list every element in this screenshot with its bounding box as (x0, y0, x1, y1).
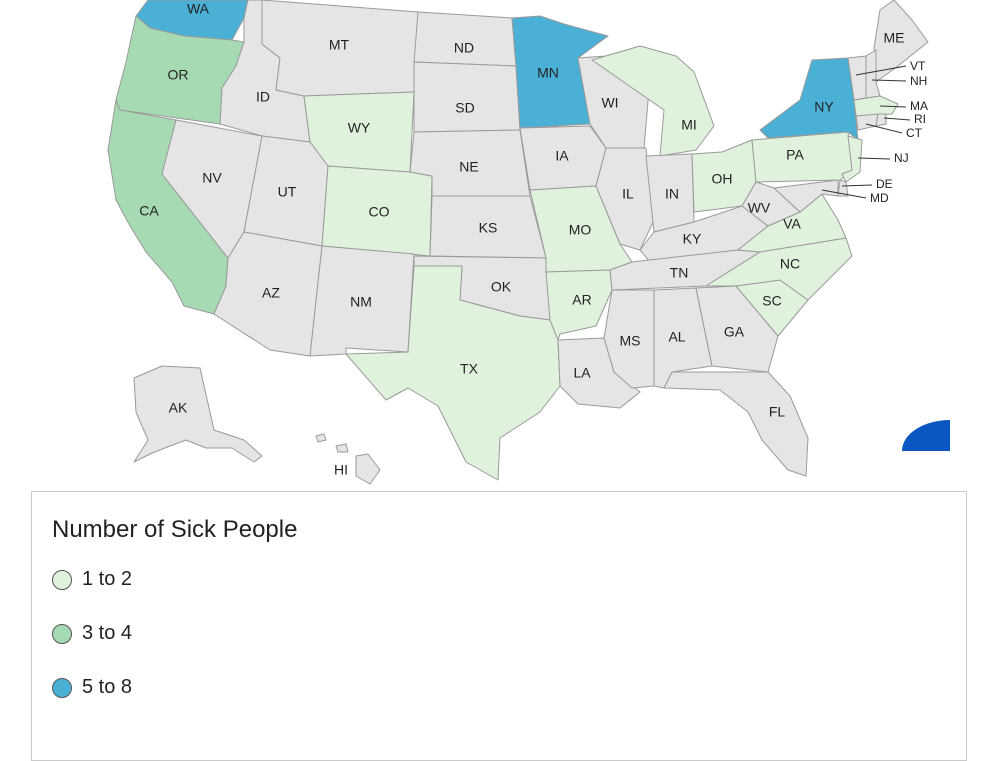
label-ct: CT (906, 126, 923, 140)
label-mn: MN (537, 65, 559, 81)
label-md: MD (870, 191, 889, 205)
label-nm: NM (350, 294, 372, 310)
label-ky: KY (683, 231, 702, 247)
leader-nh (871, 79, 907, 82)
state-ak[interactable] (133, 365, 263, 463)
label-oh: OH (712, 171, 733, 187)
label-al: AL (668, 329, 685, 345)
label-mo: MO (569, 222, 592, 238)
label-ak: AK (169, 400, 188, 416)
label-ia: IA (555, 148, 569, 164)
label-la: LA (573, 365, 591, 381)
label-il: IL (622, 186, 634, 202)
leader-ct (865, 123, 903, 134)
label-nj: NJ (894, 151, 909, 165)
state-ri[interactable] (875, 113, 887, 127)
state-de[interactable] (837, 179, 849, 197)
legend-panel: Number of Sick People 1 to 2 3 to 4 5 to… (31, 491, 967, 761)
label-de: DE (876, 177, 893, 191)
label-ks: KS (479, 220, 498, 236)
label-wv: WV (748, 200, 771, 216)
state-ct[interactable] (855, 113, 879, 131)
label-hi: HI (334, 462, 348, 478)
label-mt: MT (329, 37, 350, 53)
state-ma[interactable] (853, 95, 899, 117)
label-nh: NH (910, 74, 927, 88)
label-az: AZ (262, 285, 280, 301)
label-ms: MS (620, 333, 641, 349)
label-ri: RI (914, 112, 926, 126)
legend-swatch (52, 678, 72, 698)
legend-label: 3 to 4 (82, 622, 133, 644)
label-wi: WI (601, 95, 618, 111)
state-md[interactable] (773, 179, 839, 213)
label-ok: OK (491, 279, 512, 295)
label-ny: NY (814, 99, 834, 115)
label-nd: ND (454, 40, 474, 56)
label-or: OR (168, 67, 189, 83)
legend-title: Number of Sick People (52, 516, 298, 543)
label-ar: AR (572, 292, 591, 308)
label-ne: NE (459, 159, 478, 175)
label-tn: TN (670, 265, 689, 281)
label-tx: TX (460, 361, 479, 377)
label-nv: NV (202, 170, 222, 186)
legend-swatch (52, 570, 72, 590)
label-ut: UT (278, 184, 297, 200)
label-mi: MI (681, 117, 697, 133)
state-tx[interactable] (345, 265, 561, 481)
legend-swatch (52, 624, 72, 644)
label-id: ID (256, 89, 270, 105)
label-va: VA (783, 216, 801, 232)
legend-label: 5 to 8 (82, 676, 133, 698)
label-vt: VT (910, 59, 926, 73)
leader-ri (883, 117, 911, 121)
state-nh[interactable] (865, 49, 881, 99)
leader-vt (855, 65, 907, 76)
leader-nj (857, 157, 891, 160)
label-fl: FL (769, 404, 786, 420)
state-nm[interactable] (309, 245, 415, 357)
label-ga: GA (724, 324, 745, 340)
leader-md (821, 189, 867, 199)
leader-ma (879, 105, 907, 108)
label-in: IN (665, 186, 679, 202)
label-co: CO (369, 204, 390, 220)
us-states-map: WA OR CA ID NV MT WY UT AZ CO NM ND SD N… (107, 0, 950, 485)
state-sd[interactable] (413, 61, 521, 133)
legend-label: 1 to 2 (82, 568, 133, 590)
state-ny[interactable] (759, 57, 859, 141)
label-sd: SD (455, 100, 474, 116)
label-me: ME (884, 30, 905, 46)
label-ca: CA (139, 203, 159, 219)
label-nc: NC (780, 256, 800, 272)
label-pa: PA (786, 147, 804, 163)
label-wa: WA (187, 1, 210, 17)
label-ma: MA (910, 99, 928, 113)
label-wy: WY (348, 120, 371, 136)
state-fl[interactable] (663, 371, 809, 477)
state-mi[interactable] (591, 45, 715, 157)
leader-de (841, 184, 873, 187)
floating-action-shape[interactable] (902, 420, 950, 451)
state-hi[interactable] (315, 433, 381, 485)
label-sc: SC (762, 293, 781, 309)
